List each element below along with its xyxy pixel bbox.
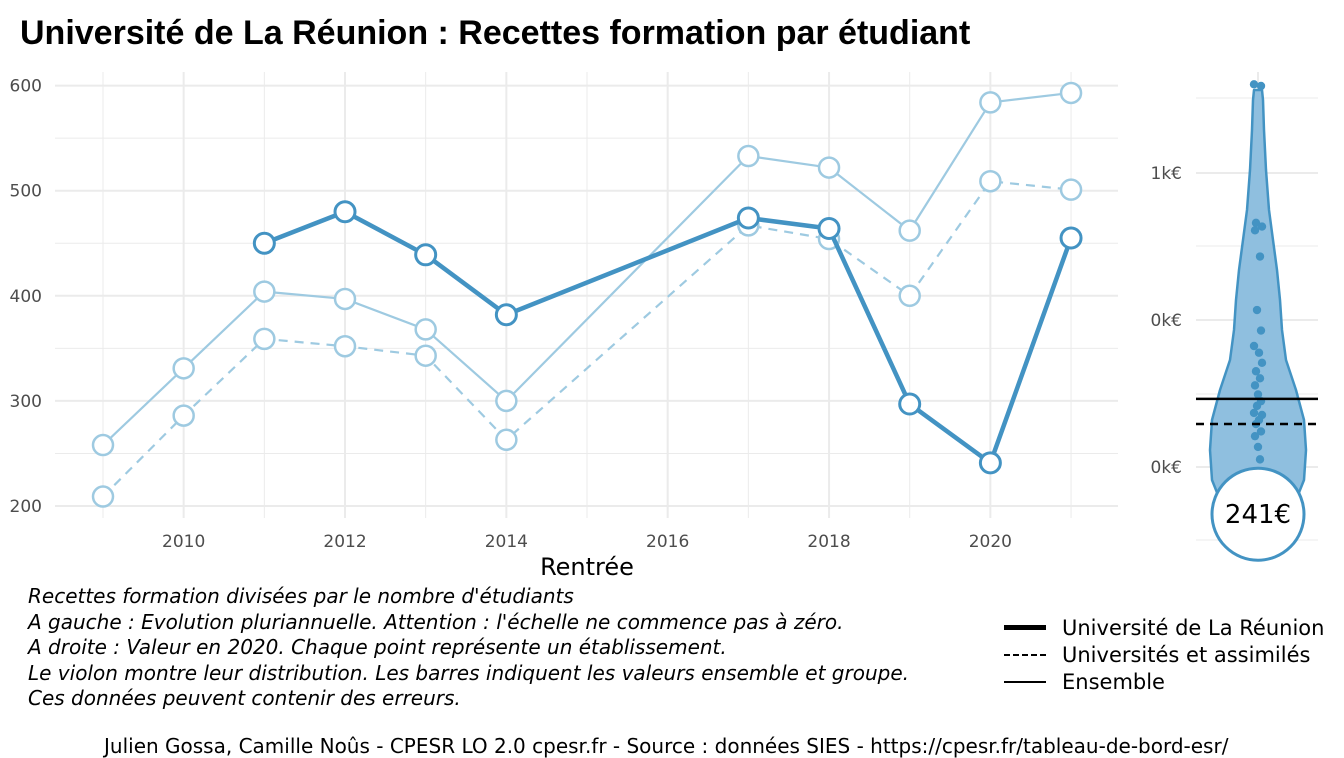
y-tick-label: 600: [10, 77, 42, 97]
x-tick-label: 2012: [323, 532, 366, 552]
data-point: [414, 344, 437, 367]
establishment-point: [1256, 81, 1266, 91]
establishment-point: [1252, 401, 1262, 411]
data-point: [252, 231, 276, 255]
caption: Recettes formation divisées par le nombr…: [28, 584, 909, 712]
data-point: [817, 156, 841, 179]
data-point: [414, 318, 437, 341]
caption-line: Recettes formation divisées par le nombr…: [28, 584, 574, 608]
establishment-point: [1255, 374, 1265, 383]
legend-item-universites-assimiles: Universités et assimilés: [1004, 641, 1324, 668]
establishment-point: [1256, 427, 1266, 436]
legend-key-dashed-line: [1004, 653, 1046, 656]
chart-title: Université de La Réunion : Recettes form…: [20, 14, 971, 52]
y-tick-label: 200: [10, 497, 42, 517]
y-tick-label: 400: [10, 287, 42, 307]
data-point: [898, 392, 922, 416]
legend-key-thick-line: [1004, 625, 1046, 630]
caption-line: Ces données peuvent contenir des erreurs…: [28, 686, 461, 710]
establishment-point: [1255, 455, 1265, 464]
line-chart-series: [91, 81, 1083, 508]
legend-key-thin-line: [1004, 680, 1046, 683]
violin-shape: [1208, 88, 1308, 520]
data-point: [333, 334, 357, 358]
caption-line: Le violon montre leur distribution. Les …: [28, 660, 909, 685]
establishment-point: [1249, 80, 1259, 89]
establishment-point: [1253, 442, 1263, 452]
data-point: [414, 243, 438, 267]
data-point: [253, 280, 276, 303]
establishment-point: [1251, 218, 1261, 228]
line-chart-grid: [55, 72, 1118, 518]
data-point: [495, 428, 518, 452]
establishment-point: [1250, 381, 1260, 390]
line-chart-axes: 200 300 400 500 600 2010 2012 2014 2016 2018 2020: [10, 77, 1012, 552]
data-point: [978, 451, 1002, 475]
x-tick-label: 2010: [162, 532, 205, 552]
data-point: [898, 219, 921, 242]
establishment-point: [1255, 252, 1265, 261]
data-point: [495, 389, 518, 413]
establishment-point: [1252, 305, 1262, 315]
legend-label: Universités et assimilés: [1062, 642, 1311, 667]
x-tick-label: 2016: [646, 532, 689, 552]
y-tick-label: 300: [10, 392, 42, 412]
establishment-point: [1251, 367, 1261, 376]
establishment-point: [1257, 358, 1267, 368]
x-axis-title: Rentrée: [540, 553, 634, 581]
y-tick-label: 500: [10, 182, 42, 202]
x-tick-label: 2018: [807, 532, 850, 552]
y-tick-label: 0k€: [1151, 458, 1182, 478]
establishment-point: [1250, 226, 1260, 235]
data-point: [494, 303, 518, 327]
data-point: [1059, 81, 1083, 105]
highlight-bubble: [1210, 466, 1306, 562]
establishment-point: [1257, 222, 1267, 231]
data-point: [736, 206, 760, 230]
establishment-point: [1249, 408, 1259, 418]
data-point: [737, 144, 760, 168]
legend: Université de La Réunion Universités et …: [1004, 614, 1324, 695]
y-tick-label: 0k€: [1151, 311, 1182, 331]
data-point: [817, 217, 841, 241]
establishment-point: [1250, 431, 1260, 441]
y-tick-label: 1k€: [1151, 164, 1182, 184]
data-point: [91, 433, 115, 457]
data-point: [253, 327, 276, 351]
establishment-point: [1256, 326, 1266, 335]
establishment-point: [1249, 341, 1259, 351]
establishment-point: [1253, 390, 1263, 399]
data-point: [172, 357, 195, 380]
footer-credits: Julien Gossa, Camille Noûs - CPESR LO 2.…: [104, 734, 1229, 758]
x-tick-label: 2014: [485, 532, 528, 552]
legend-item-ensemble: Ensemble: [1004, 668, 1324, 695]
legend-item-universite: Université de La Réunion: [1004, 614, 1324, 641]
establishment-point: [1254, 348, 1264, 357]
data-point: [979, 169, 1002, 193]
caption-line: A gauche : Evolution pluriannuelle. Atte…: [28, 609, 844, 634]
violin-axes: 0k€ 0k€ 1k€: [1151, 164, 1182, 478]
x-tick-label: 2020: [969, 532, 1012, 552]
data-point: [1059, 178, 1083, 201]
data-point: [333, 200, 357, 224]
legend-label: Ensemble: [1062, 669, 1165, 694]
legend-label: Université de La Réunion: [1062, 615, 1325, 640]
violin-plot: 241€: [1196, 80, 1318, 562]
data-point: [172, 404, 195, 427]
data-point: [898, 284, 921, 308]
caption-line: A droite : Valeur en 2020. Chaque point …: [28, 635, 727, 659]
data-point: [333, 287, 357, 311]
highlight-value-label: 241€: [1225, 500, 1291, 530]
data-point: [1059, 226, 1083, 250]
data-point: [979, 91, 1002, 114]
data-point: [91, 485, 115, 508]
